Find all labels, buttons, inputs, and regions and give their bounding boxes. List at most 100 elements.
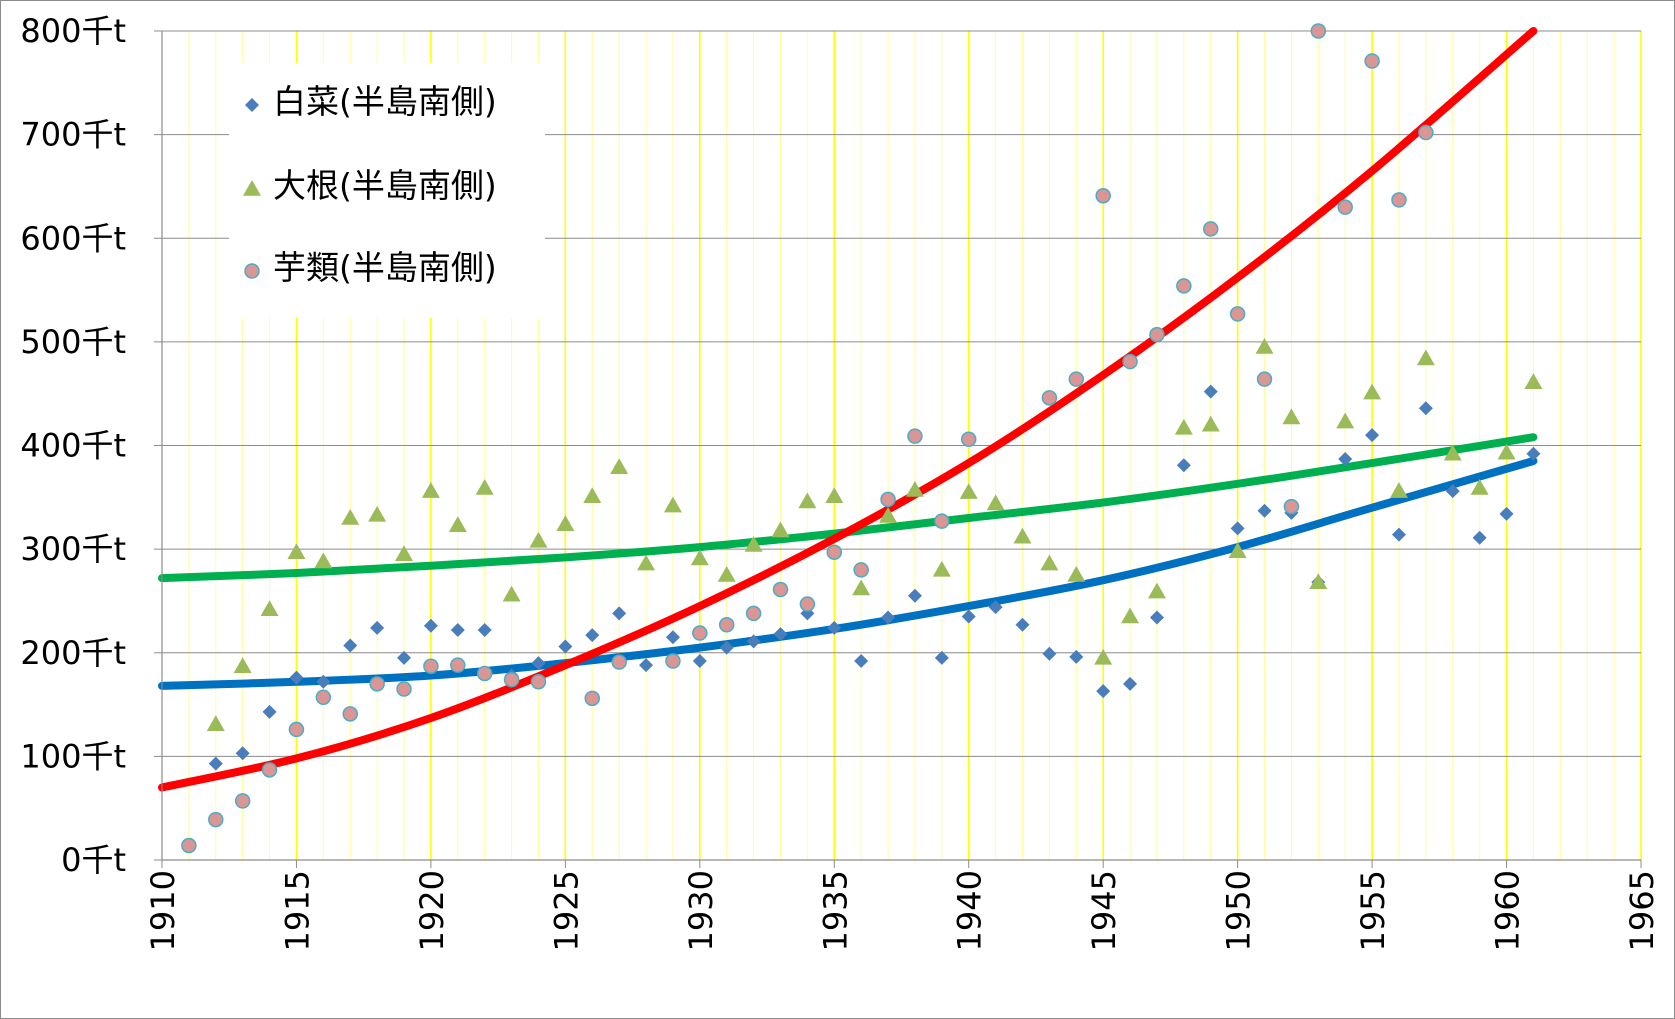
x-tick-label: 1965 xyxy=(1623,870,1661,951)
data-point xyxy=(907,428,923,444)
data-point xyxy=(260,600,279,616)
data-point xyxy=(799,596,816,612)
data-point xyxy=(1257,503,1272,518)
legend-label: 芋類(半島南側) xyxy=(273,248,497,287)
data-point xyxy=(341,509,360,525)
data-point xyxy=(1256,371,1273,387)
data-point xyxy=(233,657,252,673)
legend-item-0: 白菜(半島南側) xyxy=(245,82,497,121)
data-point xyxy=(1203,384,1218,399)
data-point xyxy=(663,496,682,513)
data-point xyxy=(475,478,494,495)
trendline-2 xyxy=(158,27,1538,792)
data-point xyxy=(907,588,922,603)
x-tick-label: 1945 xyxy=(1085,870,1123,951)
data-point xyxy=(1363,383,1382,400)
data-point xyxy=(610,458,629,475)
data-point xyxy=(1365,428,1380,443)
data-point xyxy=(1123,676,1138,691)
data-point xyxy=(287,543,306,559)
legend-symbol xyxy=(244,263,260,279)
data-point xyxy=(825,487,844,504)
x-tick-label: 1915 xyxy=(278,870,316,951)
data-point xyxy=(1147,582,1166,599)
data-point xyxy=(827,620,842,635)
x-tick-label: 1960 xyxy=(1489,870,1527,951)
data-point xyxy=(960,431,977,448)
data-point xyxy=(314,552,333,569)
data-point xyxy=(961,609,976,624)
data-point xyxy=(853,562,869,578)
data-point xyxy=(1202,221,1219,237)
data-point xyxy=(1201,415,1220,432)
legend-item-2: 芋類(半島南側) xyxy=(244,248,497,287)
data-point xyxy=(450,657,466,673)
data-point xyxy=(448,516,467,533)
data-point xyxy=(476,665,493,682)
data-point xyxy=(289,670,304,685)
data-point xyxy=(1497,443,1516,460)
x-tick-label: 1940 xyxy=(951,870,989,951)
data-point xyxy=(502,585,521,602)
y-tick-label: 200千t xyxy=(20,634,126,672)
x-tick-label: 1935 xyxy=(816,870,854,951)
data-point xyxy=(395,545,414,562)
data-point xyxy=(1174,418,1193,435)
legend-item-1: 大根(半島南側) xyxy=(243,166,497,205)
data-point xyxy=(1443,444,1462,461)
data-point xyxy=(261,762,278,778)
data-point xyxy=(1176,458,1191,473)
data-point xyxy=(692,625,708,641)
data-point xyxy=(530,674,547,690)
data-point xyxy=(1418,401,1433,416)
data-point xyxy=(1228,542,1247,558)
data-point xyxy=(234,793,251,809)
data-point xyxy=(717,566,736,582)
data-point xyxy=(1042,646,1057,661)
data-point xyxy=(397,650,412,665)
points-layer xyxy=(181,23,1543,854)
data-point xyxy=(1094,648,1113,665)
data-point xyxy=(1499,506,1514,521)
y-tick-label: 100千t xyxy=(20,737,126,775)
data-point xyxy=(1445,484,1460,499)
data-point xyxy=(1149,326,1165,343)
data-point xyxy=(1067,566,1086,582)
data-point xyxy=(450,622,465,637)
data-point xyxy=(1096,684,1111,699)
data-point xyxy=(558,639,573,654)
legend-box xyxy=(229,63,545,318)
data-point xyxy=(1095,188,1111,204)
data-point xyxy=(692,654,707,669)
data-point xyxy=(1472,530,1487,545)
legend-marker-diamond xyxy=(245,98,259,112)
x-tick-label: 1950 xyxy=(1220,870,1258,951)
data-point xyxy=(718,617,735,633)
data-point xyxy=(854,654,869,669)
data-point xyxy=(368,505,387,522)
data-point xyxy=(235,746,250,761)
data-point xyxy=(772,581,789,598)
data-point xyxy=(986,494,1005,511)
y-tick-label: 800千t xyxy=(20,12,126,50)
data-point xyxy=(531,656,546,671)
data-point xyxy=(181,837,197,854)
data-point xyxy=(1337,199,1353,215)
data-point xyxy=(1013,527,1032,544)
trendline-1 xyxy=(158,433,1538,583)
data-point xyxy=(639,658,654,673)
data-point xyxy=(934,650,949,665)
data-point xyxy=(1255,338,1274,354)
data-point xyxy=(477,622,492,637)
x-tick-label: 1920 xyxy=(413,870,451,951)
data-point xyxy=(316,674,331,689)
data-point xyxy=(208,756,223,771)
data-point xyxy=(611,654,627,670)
data-point xyxy=(1391,527,1406,542)
data-point xyxy=(396,681,412,697)
legend-symbol xyxy=(245,98,259,112)
data-point xyxy=(637,554,656,571)
x-tick-label: 1925 xyxy=(547,870,585,951)
legend-label: 白菜(半島南側) xyxy=(273,82,497,121)
